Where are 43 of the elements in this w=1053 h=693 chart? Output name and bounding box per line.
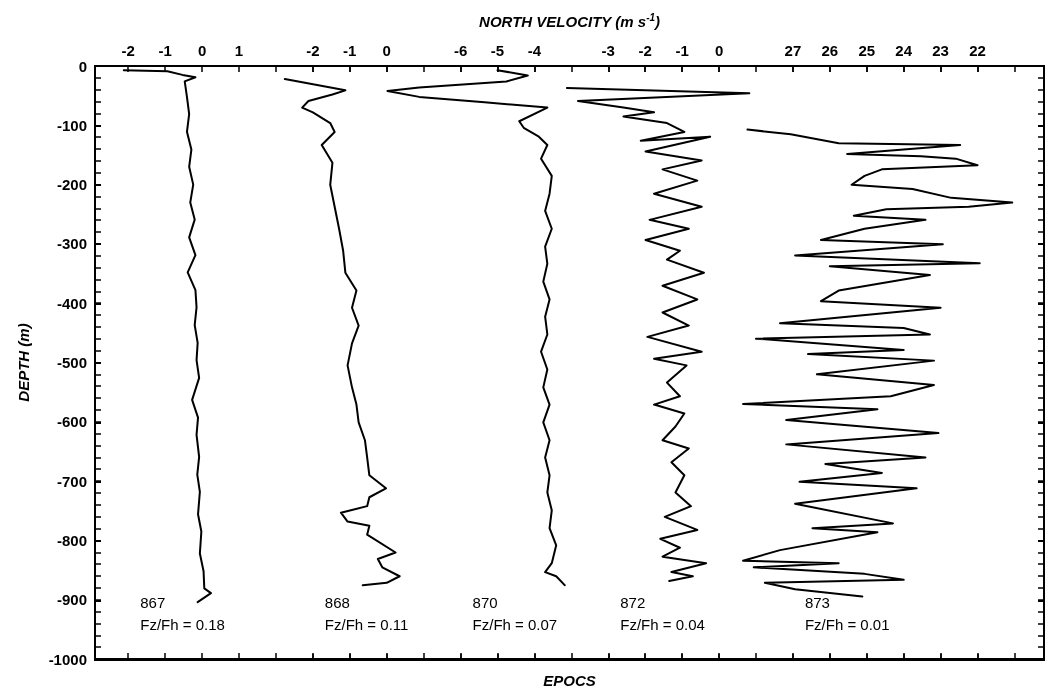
y-tick-label: -400 [56,294,87,312]
x-tick-label: -1 [675,42,689,59]
annotation: Fz/Fh = 0.04 [620,615,705,633]
x-tick-label: 0 [197,42,207,59]
annotation: Fz/Fh = 0.11 [324,615,409,633]
annotation: Fz/Fh = 0.18 [140,615,225,633]
y-tick-label: -800 [56,531,87,549]
annotation: 872 [620,593,646,611]
x-axis-title: EPOCS [543,672,596,689]
y-tick-label: -100 [56,116,87,134]
annotation: 868 [324,593,350,611]
x-tick-label: -1 [343,42,357,59]
y-tick-label: -1000 [48,650,87,668]
annotation: 873 [804,593,830,611]
x-tick-label: 1 [234,42,244,59]
x-tick-label: 22 [969,42,986,59]
x-tick-label: 25 [858,42,876,59]
annotation: 867 [140,593,166,611]
y-tick-label: -300 [56,235,87,253]
x-tick-label: -1 [158,42,172,59]
x-tick-label: 23 [932,42,949,59]
y-tick-label: -500 [56,354,87,371]
annotation: 870 [472,593,498,611]
x-tick-label: 27 [784,42,802,59]
annotation: Fz/Fh = 0.07 [472,615,558,633]
y-tick-label: -200 [56,176,87,194]
x-tick-label: 0 [714,42,724,59]
x-tick-label: -4 [527,42,542,59]
y-tick-label: -600 [56,413,87,431]
x-tick-label: 26 [821,42,839,59]
y-tick-label: -700 [56,472,87,490]
x-tick-label: 0 [382,42,391,59]
annotation: Fz/Fh = 0.01 [804,615,890,633]
x-tick-label: -3 [601,42,615,59]
y-tick-label: 0 [78,57,87,75]
x-tick-label: -5 [490,42,505,59]
x-tick-label: 24 [895,42,913,59]
y-tick-label: -900 [56,591,87,609]
y-axis-title: DEPTH (m) [15,323,32,402]
x-tick-label: -2 [306,42,320,59]
x-tick-label: -2 [121,42,135,59]
x-tick-label: -2 [638,42,652,59]
x-tick-label: -6 [453,42,468,59]
